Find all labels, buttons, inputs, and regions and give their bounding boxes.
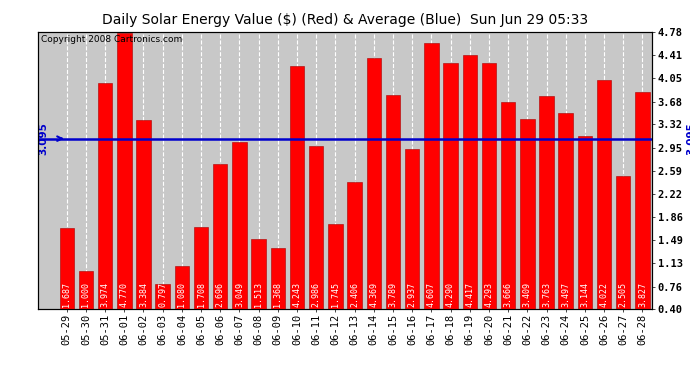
Text: 4.607: 4.607 xyxy=(427,282,436,307)
Text: 3.409: 3.409 xyxy=(523,282,532,307)
Bar xyxy=(424,43,439,309)
Bar xyxy=(386,94,400,309)
Text: 4.022: 4.022 xyxy=(600,282,609,307)
Bar xyxy=(194,226,208,309)
Bar xyxy=(98,83,112,309)
Text: 2.696: 2.696 xyxy=(216,282,225,307)
Text: 3.095: 3.095 xyxy=(39,122,49,155)
Bar xyxy=(117,33,132,309)
Bar xyxy=(501,102,515,309)
Bar xyxy=(347,182,362,309)
Text: 2.937: 2.937 xyxy=(408,282,417,307)
Bar xyxy=(616,176,631,309)
Bar xyxy=(251,239,266,309)
Bar xyxy=(444,63,457,309)
Text: 3.095: 3.095 xyxy=(686,122,690,155)
Text: 1.368: 1.368 xyxy=(273,282,282,307)
Text: 4.293: 4.293 xyxy=(484,282,493,307)
Text: Copyright 2008 Cartronics.com: Copyright 2008 Cartronics.com xyxy=(41,34,182,44)
Bar xyxy=(233,141,246,309)
Bar xyxy=(270,248,285,309)
Bar xyxy=(137,120,150,309)
Text: 3.497: 3.497 xyxy=(561,282,570,307)
Bar xyxy=(213,164,228,309)
Text: 2.406: 2.406 xyxy=(350,282,359,307)
Bar xyxy=(366,58,381,309)
Text: 3.827: 3.827 xyxy=(638,282,647,307)
Text: 3.049: 3.049 xyxy=(235,282,244,307)
Bar xyxy=(558,113,573,309)
Text: 3.974: 3.974 xyxy=(101,282,110,307)
Bar xyxy=(462,55,477,309)
Text: 1.513: 1.513 xyxy=(254,282,263,307)
Text: Daily Solar Energy Value ($) (Red) & Average (Blue)  Sun Jun 29 05:33: Daily Solar Energy Value ($) (Red) & Ave… xyxy=(102,13,588,27)
Text: 3.789: 3.789 xyxy=(388,282,397,307)
Bar xyxy=(290,66,304,309)
Bar xyxy=(309,146,324,309)
Text: 3.144: 3.144 xyxy=(580,282,589,307)
Bar xyxy=(482,63,496,309)
Text: 4.290: 4.290 xyxy=(446,282,455,307)
Text: 1.708: 1.708 xyxy=(197,282,206,307)
Text: 1.080: 1.080 xyxy=(177,282,186,307)
Bar xyxy=(79,272,93,309)
Bar xyxy=(597,80,611,309)
Text: 0.797: 0.797 xyxy=(158,282,167,307)
Text: 1.687: 1.687 xyxy=(62,282,71,307)
Text: 4.417: 4.417 xyxy=(465,282,474,307)
Text: 2.505: 2.505 xyxy=(619,282,628,307)
Bar xyxy=(155,284,170,309)
Text: 3.763: 3.763 xyxy=(542,282,551,307)
Bar xyxy=(635,92,650,309)
Bar xyxy=(520,119,535,309)
Bar xyxy=(578,135,592,309)
Bar xyxy=(405,148,420,309)
Text: 4.770: 4.770 xyxy=(120,282,129,307)
Bar xyxy=(328,224,343,309)
Bar xyxy=(59,228,74,309)
Text: 1.745: 1.745 xyxy=(331,282,340,307)
Bar xyxy=(540,96,553,309)
Bar xyxy=(175,266,189,309)
Text: 4.369: 4.369 xyxy=(369,282,378,307)
Text: 4.243: 4.243 xyxy=(293,282,302,307)
Text: 3.666: 3.666 xyxy=(504,282,513,307)
Text: 1.000: 1.000 xyxy=(81,282,90,307)
Text: 2.986: 2.986 xyxy=(312,282,321,307)
Text: 3.384: 3.384 xyxy=(139,282,148,307)
